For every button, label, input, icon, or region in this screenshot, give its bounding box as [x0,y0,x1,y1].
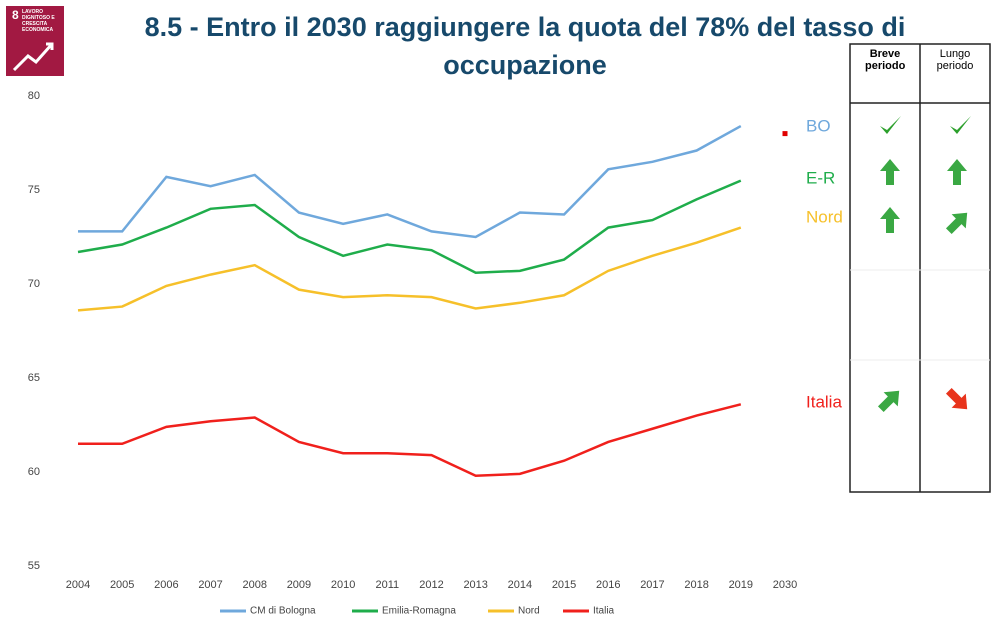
arrow-up-icon [880,207,900,233]
y-tick-label: 60 [28,466,40,478]
table-header: Breve periodo [865,48,906,72]
x-tick-label: 2030 [773,579,797,591]
arrow-diag-icon [873,383,907,417]
header-cell: Lungo periodo [936,48,974,72]
x-tick-label: 2014 [508,579,532,591]
y-tick-label: 70 [28,278,40,290]
logo-number: 8 [12,8,19,22]
arrow-diag-icon [941,205,975,239]
y-tick-label: 65 [28,372,40,384]
x-tick-label: 2016 [596,579,620,591]
series-annotation: E-R [806,168,835,187]
logo-text-box: LAVORO DIGNITOSO E CRESCITA ECONOMICA [22,9,55,33]
series-line [77,179,742,274]
arrow-up-icon [880,159,900,185]
sdg-logo [6,6,64,76]
y-tick-label: 55 [28,560,40,572]
x-tick-label: 2004 [66,579,90,591]
x-tick-label: 2007 [198,579,222,591]
y-tick-label: 80 [28,90,40,102]
header-cell: Breve periodo [865,48,906,72]
x-tick-label: 2015 [552,579,576,591]
legend-label: Nord [518,606,540,617]
series-annotation: BO [806,116,831,135]
check-icon [950,116,971,134]
x-tick-label: 2017 [640,579,664,591]
x-tick-label: 2010 [331,579,355,591]
series-line [77,226,742,312]
series-annotation: Italia [806,392,842,411]
series-line [78,124,742,239]
legend-label: CM di Bologna [250,606,316,617]
x-tick-label: 2005 [110,579,134,591]
x-tick-label: 2008 [243,579,267,591]
legend-label: Emilia-Romagna [382,606,456,617]
y-tick-label: 75 [28,184,40,196]
check-icon [880,116,901,134]
target-point [782,131,788,137]
x-tick-label: 2009 [287,579,311,591]
x-tick-label: 2019 [729,579,753,591]
table-header: Lungo periodo [936,48,974,72]
x-tick-label: 2006 [154,579,178,591]
arrow-up-icon [947,159,967,185]
x-tick-label: 2013 [463,579,487,591]
series-line [78,403,742,478]
title-box: 8.5 - Entro il 2030 raggiungere la quota… [144,12,906,80]
logo-text: LAVORO DIGNITOSO E CRESCITA ECONOMICA [22,9,55,33]
series-annotation: Nord [806,207,843,226]
x-tick-label: 2011 [375,579,399,591]
x-tick-label: 2012 [419,579,443,591]
legend-label: Italia [593,606,615,617]
x-tick-label: 2018 [684,579,708,591]
chart-title: 8.5 - Entro il 2030 raggiungere la quota… [144,12,906,80]
logo-icon [12,42,54,72]
arrow-down-icon [941,383,975,417]
